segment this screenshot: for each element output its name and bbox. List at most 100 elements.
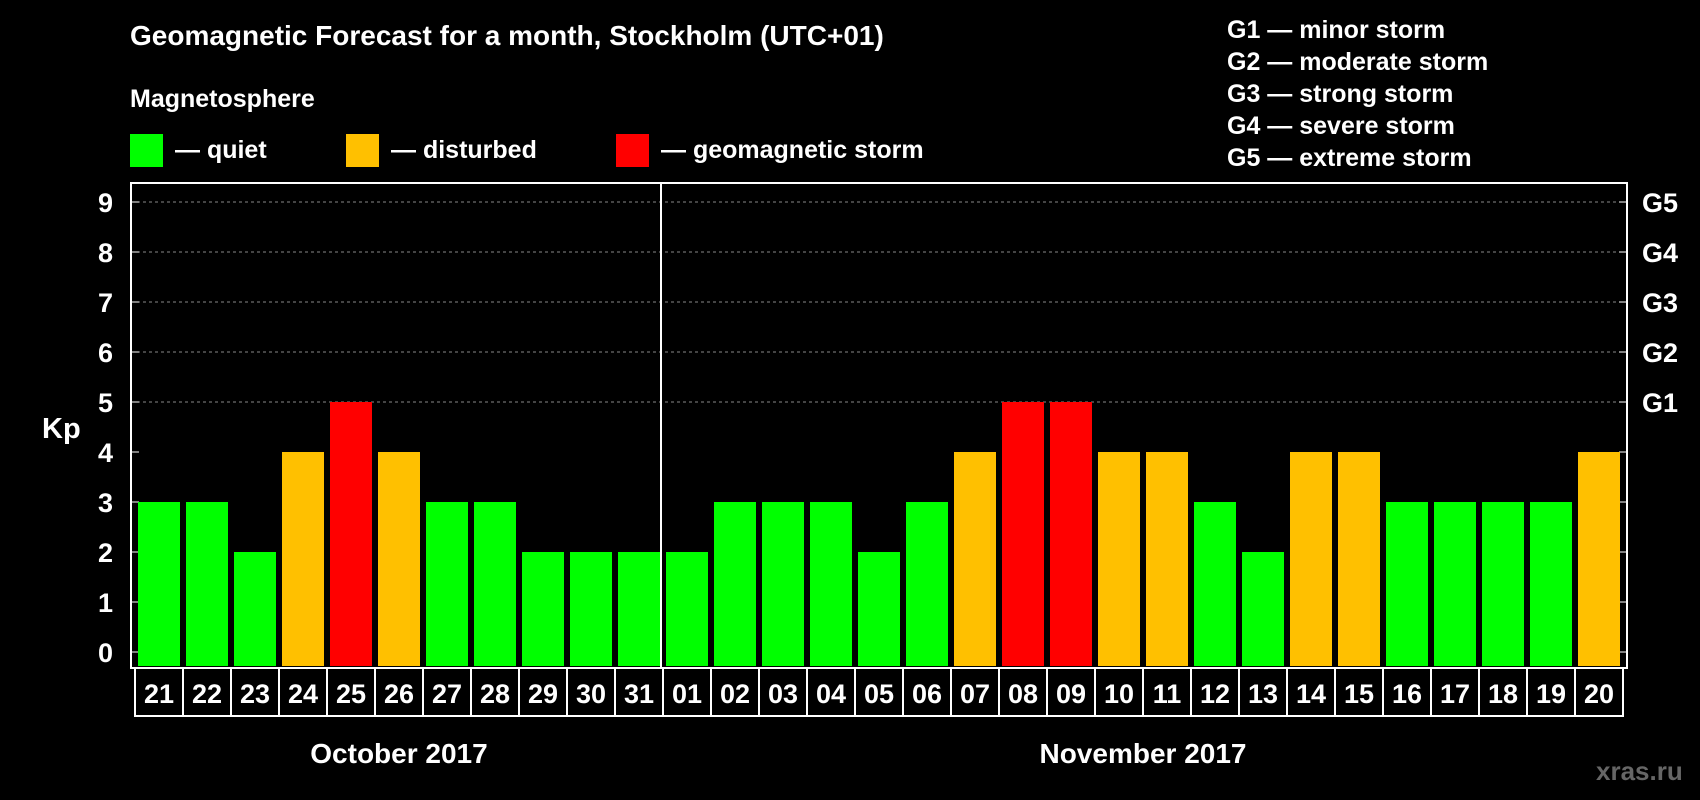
x-tick-label: 26 xyxy=(384,679,414,709)
x-tick-label: 20 xyxy=(1584,679,1614,709)
x-tick-label: 10 xyxy=(1104,679,1134,709)
bar xyxy=(954,452,996,666)
g1-legend: G1 — minor storm xyxy=(1227,16,1446,44)
x-tick-label: 28 xyxy=(480,679,510,709)
x-tick-label: 21 xyxy=(144,679,174,709)
x-tick-label: 11 xyxy=(1153,679,1182,709)
x-tick-label: 17 xyxy=(1440,679,1470,709)
bar xyxy=(906,502,948,666)
bar xyxy=(1002,402,1044,666)
bar xyxy=(762,502,804,666)
month-label: October 2017 xyxy=(310,738,487,769)
bar xyxy=(426,502,468,666)
g3-legend: G3 — strong storm xyxy=(1227,80,1454,108)
g2-legend: G2 — moderate storm xyxy=(1227,48,1489,76)
bar xyxy=(1098,452,1140,666)
x-tick-label: 06 xyxy=(912,679,942,709)
x-tick-label: 12 xyxy=(1200,679,1230,709)
y-tick-label: 6 xyxy=(98,338,113,368)
bar xyxy=(1146,452,1188,666)
bar xyxy=(1530,502,1572,666)
bar xyxy=(1194,502,1236,666)
g-scale-legend: G1 — minor storm G2 — moderate storm G3 … xyxy=(1227,14,1488,174)
bar xyxy=(714,502,756,666)
g4-legend: G4 — severe storm xyxy=(1227,112,1455,140)
x-tick-label: 19 xyxy=(1536,679,1566,709)
x-tick-label: 15 xyxy=(1344,679,1374,709)
bar xyxy=(1434,502,1476,666)
y-tick-label: 1 xyxy=(98,588,113,618)
x-tick-label: 31 xyxy=(624,679,654,709)
legend-disturbed: — disturbed xyxy=(346,134,537,167)
legend-quiet-label: — quiet xyxy=(175,136,267,164)
bar xyxy=(234,552,276,666)
x-tick-label: 16 xyxy=(1392,679,1422,709)
legend-quiet-swatch xyxy=(130,134,163,167)
bar xyxy=(618,552,660,666)
bar xyxy=(282,452,324,666)
y-axis-label: Kp xyxy=(42,413,81,445)
bar xyxy=(474,502,516,666)
bar xyxy=(1386,502,1428,666)
bar xyxy=(1482,502,1524,666)
bar xyxy=(1338,452,1380,666)
x-tick-label: 02 xyxy=(720,679,750,709)
chart-title: Geomagnetic Forecast for a month, Stockh… xyxy=(130,20,884,51)
bar xyxy=(570,552,612,666)
g-tick-label: G2 xyxy=(1642,338,1678,368)
legend-disturbed-label: — disturbed xyxy=(391,136,537,164)
legend-quiet: — quiet xyxy=(130,134,267,167)
x-tick-label: 18 xyxy=(1488,679,1518,709)
x-tick-label: 09 xyxy=(1056,679,1086,709)
bar xyxy=(186,502,228,666)
bar xyxy=(810,502,852,666)
x-tick-label: 01 xyxy=(672,679,702,709)
bar xyxy=(666,552,708,666)
bar xyxy=(138,502,180,666)
y-tick-label: 0 xyxy=(98,638,113,668)
x-tick-label: 24 xyxy=(288,679,318,709)
x-tick-label: 23 xyxy=(240,679,270,709)
y-tick-label: 4 xyxy=(98,438,113,468)
g-tick-label: G4 xyxy=(1642,238,1678,268)
x-tick-label: 04 xyxy=(816,679,846,709)
legend-storm: — geomagnetic storm xyxy=(616,134,924,167)
y-tick-label: 2 xyxy=(98,538,113,568)
bar xyxy=(1290,452,1332,666)
magnetosphere-label: Magnetosphere xyxy=(130,85,315,113)
x-tick-label: 05 xyxy=(864,679,894,709)
y-tick-label: 9 xyxy=(98,188,113,218)
bar xyxy=(1242,552,1284,666)
bar xyxy=(858,552,900,666)
x-tick-label: 30 xyxy=(576,679,606,709)
legend-storm-swatch xyxy=(616,134,649,167)
watermark: xras.ru xyxy=(1596,756,1683,786)
x-tick-label: 13 xyxy=(1248,679,1278,709)
bar xyxy=(1578,452,1620,666)
y-tick-label: 8 xyxy=(98,238,113,268)
g5-legend: G5 — extreme storm xyxy=(1227,144,1472,172)
g-tick-label: G1 xyxy=(1642,388,1678,418)
bar xyxy=(330,402,372,666)
y-tick-label: 5 xyxy=(98,388,113,418)
x-tick-label: 14 xyxy=(1296,679,1326,709)
x-tick-label: 22 xyxy=(192,679,222,709)
legend-storm-label: — geomagnetic storm xyxy=(661,136,924,164)
bar xyxy=(1050,402,1092,666)
x-tick-label: 29 xyxy=(528,679,558,709)
x-tick-label: 08 xyxy=(1008,679,1038,709)
y-tick-label: 7 xyxy=(98,288,113,318)
legend-disturbed-swatch xyxy=(346,134,379,167)
g-tick-label: G3 xyxy=(1642,288,1678,318)
x-tick-label: 07 xyxy=(960,679,990,709)
bar xyxy=(378,452,420,666)
y-tick-label: 3 xyxy=(98,488,113,518)
date-row xyxy=(134,667,1624,717)
bar xyxy=(522,552,564,666)
x-tick-label: 03 xyxy=(768,679,798,709)
g-tick-label: G5 xyxy=(1642,188,1678,218)
x-tick-label: 25 xyxy=(336,679,366,709)
month-label: November 2017 xyxy=(1039,738,1246,769)
x-tick-label: 27 xyxy=(432,679,462,709)
